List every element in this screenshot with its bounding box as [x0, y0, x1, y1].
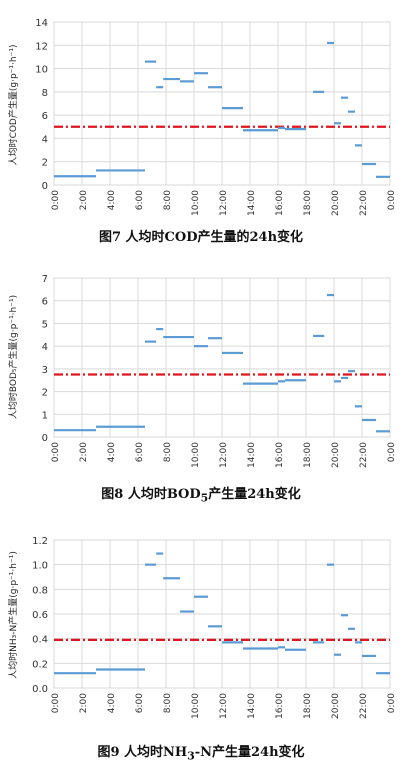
x-tick-label: 0:00 [51, 693, 61, 713]
x-tick-label: 22:00 [359, 693, 369, 719]
x-tick-label: 14:00 [247, 442, 257, 468]
y-axis-title: 人均时BOD₅产生量(g·p⁻¹·h⁻¹) [7, 295, 19, 419]
y-tick-label: 12 [35, 41, 48, 52]
x-tick-label: 22:00 [359, 442, 369, 468]
x-tick-label: 14:00 [247, 693, 257, 719]
y-tick-label: 6 [42, 111, 48, 122]
x-tick-label: 0:00 [51, 190, 61, 210]
y-tick-label: 0.8 [32, 585, 48, 596]
x-tick-label: 6:00 [135, 190, 145, 210]
x-tick-label: 20:00 [331, 442, 341, 468]
x-tick-label: 4:00 [107, 190, 117, 210]
x-tick-label: 18:00 [303, 693, 313, 719]
y-tick-label: 14 [35, 18, 48, 29]
chart-panel-cod: 0 2 4 6 8 10 12 14 0:00 2:00 4:00 6:00 8:00 10:00 12:0… [0, 0, 402, 248]
y-tick-label: 1 [42, 410, 48, 421]
y-tick-label: 2 [42, 388, 48, 399]
y-tick-label: 8 [42, 88, 48, 99]
x-tick-label: 18:00 [303, 442, 313, 468]
chart-cod: 0 2 4 6 8 10 12 14 0:00 2:00 4:00 6:00 8:00 10:00 12:0… [7, 18, 397, 216]
y-axis-title: 人均时NH₃-N产生量(g·p⁻¹·h⁻¹) [7, 551, 19, 679]
caption-nh3n: 图9 人均时NH3-N产生量24h变化 [0, 741, 402, 763]
caption-bod5-sub: 5 [200, 491, 209, 505]
y-tick-label: 4 [42, 134, 48, 145]
caption-nh3n-sub: 3 [187, 749, 195, 763]
x-tick-label: 8:00 [163, 442, 173, 462]
y-tick-label: 7 [42, 274, 48, 285]
x-tick-label: 4:00 [107, 442, 117, 462]
x-tick-label: 12:00 [219, 442, 229, 468]
x-tick-label: 2:00 [79, 693, 89, 713]
caption-nh3n-main: 图9 人均时NH [97, 745, 188, 760]
y-tick-label: 0 [42, 433, 48, 444]
x-tick-label: 18:00 [303, 190, 313, 216]
x-tick-label: 10:00 [191, 693, 201, 719]
x-tick-label: 0:00 [51, 442, 61, 462]
y-axis-title: 人均时COD产生量(g·p⁻¹·h⁻¹) [7, 45, 19, 166]
x-tick-label: 14:00 [247, 190, 257, 216]
x-tick-label: 12:00 [219, 190, 229, 216]
caption-bod5: 图8 人均时BOD5产生量24h变化 [0, 483, 402, 505]
y-tick-label: 4 [42, 342, 48, 353]
chart-panel-bod5: 0 1 2 3 4 5 6 7 0:00 2:00 4:00 6:00 8:00 10:00 12:00 14… [0, 262, 402, 522]
y-tick-label: 5 [42, 319, 48, 330]
chart-nh3n: 0.0 0.2 0.4 0.6 0.8 1.0 1.2 0:00 2:00 4:00 6:00 8:0… [7, 536, 397, 719]
x-tick-label: 12:00 [219, 693, 229, 719]
chart-bod5: 0 1 2 3 4 5 6 7 0:00 2:00 4:00 6:00 8:00 10:00 12:00 14… [7, 274, 397, 468]
chart-panel-nh3n: 0.0 0.2 0.4 0.6 0.8 1.0 1.2 0:00 2:00 4:00 6:00 8:0… [0, 530, 402, 773]
y-tick-label: 0.2 [32, 659, 48, 670]
x-tick-label: 2:00 [79, 442, 89, 462]
y-tick-label: 0.6 [32, 610, 48, 621]
y-tick-label: 2 [42, 158, 48, 169]
x-tick-label: 16:00 [275, 190, 285, 216]
x-tick-label: 0:00 [387, 442, 397, 462]
y-tick-label: 1.0 [32, 561, 48, 572]
y-tick-label: 0.0 [32, 684, 48, 695]
caption-nh3n-tail: -N产生量24h变化 [194, 745, 305, 760]
y-tick-label: 3 [42, 365, 48, 376]
x-tick-label: 0:00 [387, 693, 397, 713]
x-tick-label: 10:00 [191, 442, 201, 468]
y-tick-label: 10 [35, 65, 48, 76]
x-tick-label: 16:00 [275, 693, 285, 719]
y-tick-label: 6 [42, 297, 48, 308]
caption-bod5-tail: 产生量24h变化 [208, 487, 301, 502]
x-tick-label: 10:00 [191, 190, 201, 216]
caption-bod5-main: 图8 人均时BOD [101, 487, 201, 502]
x-tick-label: 8:00 [163, 693, 173, 713]
x-tick-label: 20:00 [331, 190, 341, 216]
x-tick-label: 2:00 [79, 190, 89, 210]
x-tick-label: 16:00 [275, 442, 285, 468]
caption-cod: 图7 人均时COD产生量的24h变化 [98, 230, 304, 245]
y-tick-label: 0.4 [32, 635, 48, 646]
x-tick-label: 6:00 [135, 442, 145, 462]
x-tick-label: 6:00 [135, 693, 145, 713]
y-tick-label: 0 [42, 181, 48, 192]
x-tick-label: 22:00 [359, 190, 369, 216]
x-tick-label: 4:00 [107, 693, 117, 713]
x-tick-label: 8:00 [163, 190, 173, 210]
x-tick-label: 0:00 [387, 190, 397, 210]
y-tick-label: 1.2 [32, 536, 48, 547]
x-tick-label: 20:00 [331, 693, 341, 719]
